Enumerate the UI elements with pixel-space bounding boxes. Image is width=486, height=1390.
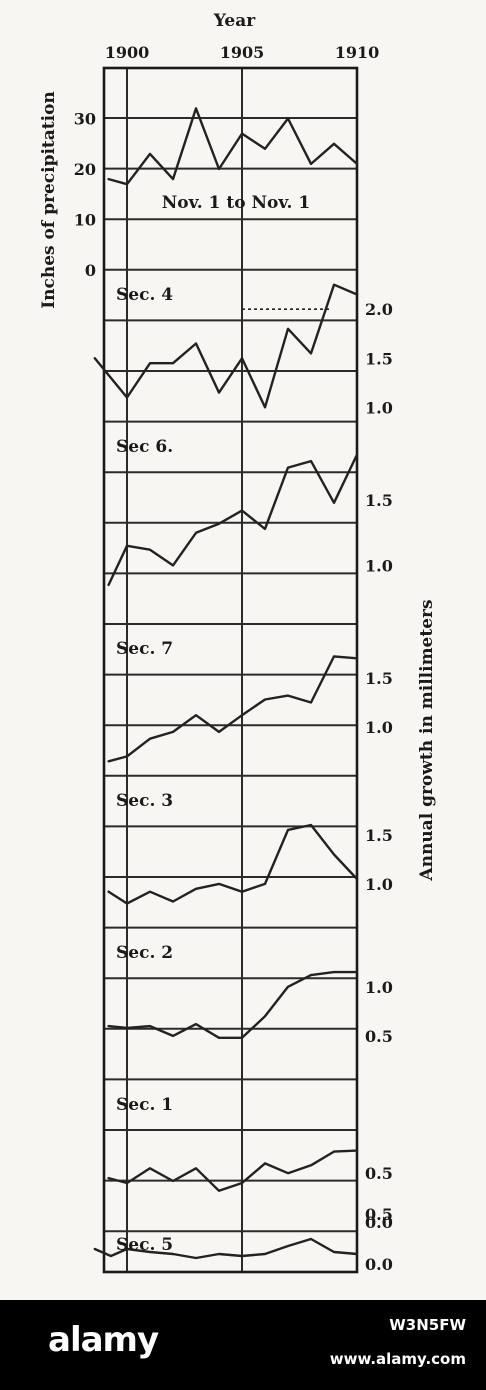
site-url-label: www.alamy.com <box>329 1350 466 1368</box>
series-line <box>93 1237 359 1260</box>
y-tick-label-left: 20 <box>74 160 96 179</box>
y-tick-label-left: 0 <box>85 261 96 280</box>
series-line <box>107 655 359 763</box>
panel-label: Sec. 2 <box>116 943 173 963</box>
panel-label: Sec 6. <box>116 437 173 457</box>
y-tick-label-right: 1.5 <box>365 491 393 510</box>
image-id-label: W3N5FW <box>389 1316 466 1334</box>
x-tick-label: 1910 <box>335 43 380 62</box>
y-tick-label-left: 30 <box>74 110 96 129</box>
watermark-banner: alamy W3N5FW www.alamy.com <box>0 1300 486 1390</box>
y-tick-label-right: 1.5 <box>365 349 393 368</box>
panel-label: Sec. 7 <box>116 639 173 659</box>
series-line <box>107 1149 359 1193</box>
y-tick-label-right: 0.5 <box>365 1027 393 1046</box>
y-tick-label-right: 1.5 <box>365 669 393 688</box>
brand-logo: alamy <box>48 1320 159 1360</box>
y-tick-label-right: 0.0 <box>365 1213 393 1232</box>
panel-annotation: Nov. 1 to Nov. 1 <box>162 193 310 213</box>
y-tick-label-right: 1.0 <box>365 718 393 737</box>
x-tick-label: 1900 <box>105 43 150 62</box>
x-tick-label: 1905 <box>220 43 265 62</box>
right-axis-title: Annual growth in millimeters <box>417 599 437 881</box>
panel-label: Sec. 4 <box>116 285 173 305</box>
plot-frame <box>102 66 359 1274</box>
series-line <box>107 107 359 186</box>
series-line <box>107 823 359 905</box>
y-tick-label-right: 0.5 <box>365 1164 393 1183</box>
tree-growth-chart: Year 1900 1905 1910 Inches of precipitation A… <box>39 11 437 1274</box>
chart-area: Year 1900 1905 1910 Inches of precipitation A… <box>0 0 486 1300</box>
y-tick-label-right: 2.0 <box>365 300 393 319</box>
y-tick-label-right: 0.0 <box>365 1255 393 1274</box>
y-tick-label-left: 10 <box>74 211 96 230</box>
series-line <box>107 970 359 1040</box>
panel-label: Sec. 3 <box>116 791 173 811</box>
y-tick-label-right: 0.5 <box>365 1205 393 1224</box>
y-tick-label-right: 1.0 <box>365 978 393 997</box>
panel-label: Sec. 5 <box>116 1235 173 1255</box>
panel-label: Sec. 1 <box>116 1095 173 1115</box>
y-tick-label-right: 1.0 <box>365 875 393 894</box>
y-tick-label-right: 1.5 <box>365 826 393 845</box>
series-line <box>93 283 359 409</box>
series-line <box>107 453 359 587</box>
y-tick-label-right: 1.0 <box>365 398 393 417</box>
y-tick-label-right: 1.0 <box>365 556 393 575</box>
left-axis-title: Inches of precipitation <box>39 91 59 309</box>
x-axis-title: Year <box>213 11 256 31</box>
